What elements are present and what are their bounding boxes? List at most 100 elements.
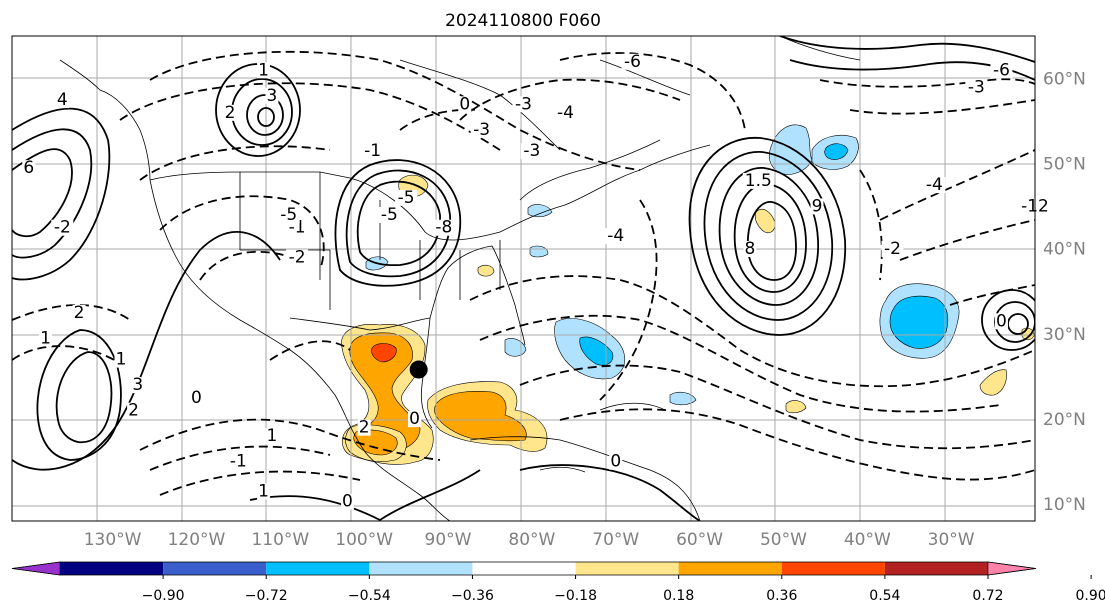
contour-label-bg bbox=[520, 143, 543, 160]
contour-label-bg bbox=[810, 198, 824, 215]
shade-negative-north-atlantic-2-inner bbox=[824, 143, 849, 160]
contour-label-bg bbox=[131, 377, 145, 394]
shade-positive-midwest bbox=[477, 264, 495, 277]
contour-label-bg bbox=[22, 160, 36, 177]
colorbar-extend-high bbox=[987, 561, 1037, 576]
latitude-labels: 10°N 20°N 30°N 40°N 50°N 60°N bbox=[1043, 70, 1086, 515]
lon-label: 30°W bbox=[928, 530, 975, 550]
lon-label: 60°W bbox=[676, 530, 723, 550]
contour-label: -2 bbox=[54, 218, 71, 238]
lon-label: 110°W bbox=[251, 530, 309, 550]
contour-label-bg bbox=[395, 189, 418, 206]
lat-label: 30°N bbox=[1043, 325, 1086, 345]
contour-label-bg bbox=[881, 240, 904, 257]
colorbar-tick-label: −0.54 bbox=[348, 588, 391, 604]
longitude-labels: 130°W 120°W 110°W 100°W 90°W 80°W 70°W 60°W 50°W… bbox=[84, 530, 975, 550]
contour-label: 1 bbox=[40, 328, 51, 348]
contour-label: -1 bbox=[230, 452, 247, 472]
lon-label: 120°W bbox=[168, 530, 226, 550]
contour-label: 9 bbox=[812, 196, 823, 216]
contour-label-bg bbox=[923, 177, 946, 194]
contours-positive bbox=[12, 36, 1035, 521]
contour-label-bg bbox=[609, 453, 623, 470]
contour-label-bg bbox=[357, 419, 371, 436]
shade-negative-nova-scotia bbox=[527, 204, 553, 218]
contour-label: 0 bbox=[996, 311, 1007, 331]
contour-label: 3 bbox=[132, 375, 143, 395]
colorbar-bin bbox=[575, 562, 679, 575]
lat-label: 40°N bbox=[1043, 240, 1086, 260]
figure-title: 2024110800 F060 bbox=[445, 11, 601, 31]
contour-label: -3 bbox=[523, 141, 540, 161]
contour-label-bg bbox=[994, 313, 1008, 330]
shade-positive-gulf-west-inner bbox=[349, 332, 421, 451]
contour-label-bg bbox=[127, 402, 141, 419]
colorbar-tick-label: 0.18 bbox=[663, 588, 694, 604]
contour-label-bg bbox=[340, 493, 354, 510]
shade-negative-mid-atlantic bbox=[669, 391, 697, 406]
contour-label-bg bbox=[223, 104, 237, 121]
contour-label-bg bbox=[512, 96, 535, 113]
contour-label: 8 bbox=[744, 239, 755, 259]
colorbar-tick-label: −0.72 bbox=[245, 588, 288, 604]
contour-label: 1 bbox=[258, 60, 269, 80]
colorbar-tick-label: −0.90 bbox=[142, 588, 185, 604]
contour-label-bg bbox=[227, 453, 250, 470]
contour-label-bg bbox=[742, 172, 774, 189]
colorbar-tick-label: 0.36 bbox=[766, 588, 797, 604]
contour-label: -6 bbox=[624, 52, 641, 72]
lon-label: 70°W bbox=[592, 530, 639, 550]
lat-label: 60°N bbox=[1043, 70, 1086, 90]
contour-label: 2 bbox=[128, 401, 139, 421]
contour-label-bg bbox=[189, 389, 203, 406]
colorbar-tick-label: 0.72 bbox=[972, 588, 1003, 604]
colorbar-bin bbox=[266, 562, 370, 575]
contour-label: -4 bbox=[926, 175, 943, 195]
colorbar-bin bbox=[60, 562, 164, 575]
contour-label-bg bbox=[257, 62, 271, 79]
contour-label-bg bbox=[378, 206, 401, 223]
contour-label: 0 bbox=[191, 388, 202, 408]
contour-label-bg bbox=[361, 143, 384, 160]
colorbar-outline bbox=[11, 561, 1037, 576]
contour-label: 2 bbox=[74, 303, 85, 323]
contour-label-bg bbox=[257, 483, 271, 500]
contour-label: -3 bbox=[515, 94, 532, 114]
contour-label-bg bbox=[265, 428, 279, 445]
colorbar-tick-label: −0.18 bbox=[554, 588, 597, 604]
contour-label: 2 bbox=[359, 418, 370, 438]
contour-label-bg bbox=[286, 249, 309, 266]
contour-label: -4 bbox=[557, 103, 574, 123]
colorbar-extend-low bbox=[11, 561, 61, 576]
contour-label: 0 bbox=[409, 409, 420, 429]
contour-label-bg bbox=[265, 87, 279, 104]
colorbar-bin bbox=[472, 562, 576, 575]
contour-label-bg bbox=[470, 121, 493, 138]
lon-label: 50°W bbox=[760, 530, 807, 550]
colorbar-bin bbox=[369, 562, 473, 575]
map-frame bbox=[11, 35, 1036, 522]
contour-label: 6 bbox=[23, 158, 34, 178]
contour-label-bg bbox=[990, 62, 1013, 79]
contour-label-bg bbox=[554, 104, 577, 121]
colorbar-bin bbox=[163, 562, 267, 575]
shade-positive-yucatan-inner bbox=[353, 429, 398, 456]
colorbar-tick-label: 0.54 bbox=[869, 588, 900, 604]
shade-positive-atlantic-1 bbox=[754, 209, 776, 234]
contour-label: -5 bbox=[381, 205, 398, 225]
lat-label: 10°N bbox=[1043, 495, 1086, 515]
storm-center-marker bbox=[409, 360, 428, 379]
contour-label-bg bbox=[743, 240, 757, 257]
contour-label-bg bbox=[965, 79, 988, 96]
contour-label: -4 bbox=[607, 226, 624, 246]
contour-label: -6 bbox=[993, 60, 1010, 80]
colorbar: −0.90 −0.72 −0.54 −0.36 −0.18 0.18 0.36 0.54 0.7… bbox=[11, 561, 1105, 604]
contour-label: 2 bbox=[225, 103, 236, 123]
contour-label: 3 bbox=[267, 86, 278, 106]
contour-label: 1 bbox=[116, 350, 127, 370]
contour-label: -3 bbox=[473, 120, 490, 140]
contour-label-bg bbox=[55, 92, 69, 109]
